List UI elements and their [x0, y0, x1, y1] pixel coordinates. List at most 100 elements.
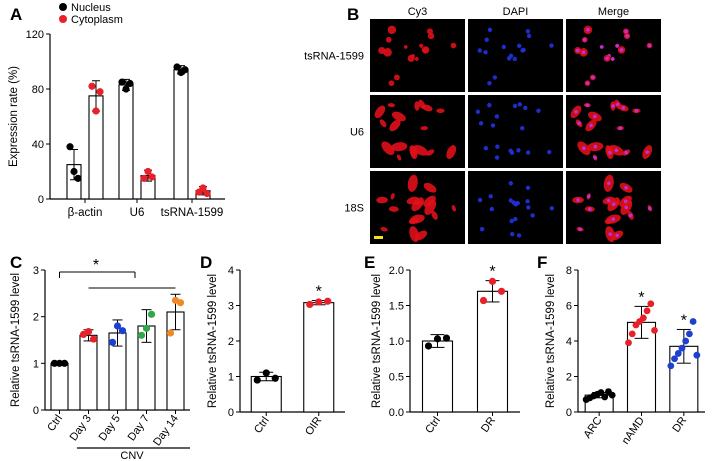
nucleus-signal — [525, 199, 530, 204]
cell-signal — [422, 104, 433, 112]
nucleus-signal — [512, 103, 518, 109]
x-tick-label: Ctrl — [423, 415, 443, 436]
cell-signal — [387, 103, 395, 108]
nucleus-signal — [588, 207, 592, 211]
cell-signal — [414, 230, 428, 241]
nucleus-signal — [615, 233, 619, 238]
y-tick-label: 8 — [566, 265, 572, 277]
cell-signal — [403, 45, 408, 49]
nucleus-signal — [475, 109, 481, 115]
bar — [476, 290, 509, 413]
nucleus-signal — [478, 121, 484, 126]
cell-signal — [413, 145, 428, 156]
micrograph-bg — [468, 19, 563, 92]
data-point — [55, 359, 64, 367]
cell-signal — [385, 36, 392, 43]
data-point — [628, 330, 636, 338]
nucleus-signal — [593, 155, 597, 160]
data-point — [84, 328, 93, 336]
bar — [303, 302, 335, 413]
y-tick-label: 40 — [32, 139, 44, 151]
panel-letter-e: E — [364, 253, 375, 272]
micrograph-bg — [468, 171, 563, 244]
y-tick-label: 0 — [38, 194, 44, 206]
nucleus-signal — [513, 202, 518, 207]
panel-d: 0 1 2 3 4 Relative tsRNA-1599 level Ctrl OIR * — [207, 265, 345, 438]
cell-signal — [426, 149, 435, 156]
x-tick-label: Day 5 — [97, 413, 123, 443]
y-tick-label: 0 — [228, 407, 234, 419]
significance-star: * — [316, 284, 322, 301]
panel-e: 0.0 0.5 1.0 1.5 2.0 Relative tsRNA-1599 level… — [371, 264, 520, 436]
nucleus-signal — [611, 104, 615, 108]
cell-signal — [421, 46, 430, 54]
legend-marker — [59, 15, 67, 23]
x-tick-label: Day 3 — [68, 413, 94, 443]
data-point — [253, 376, 261, 384]
data-point — [148, 173, 156, 181]
nucleus-signal — [477, 48, 482, 53]
nucleus-signal — [488, 194, 493, 199]
nucleus-signal — [477, 197, 483, 203]
data-point — [140, 174, 148, 182]
micrograph-tile — [468, 19, 563, 92]
bar — [118, 84, 134, 200]
y-tick-label: 0 — [566, 407, 572, 419]
data-point — [118, 327, 127, 335]
micrograph-tile — [370, 19, 465, 92]
nucleus-signal — [591, 75, 595, 80]
bar — [79, 334, 98, 411]
nucleus-signal — [517, 43, 522, 49]
data-point — [137, 331, 146, 339]
nucleus-signal — [606, 181, 611, 186]
cell-signal — [381, 141, 395, 156]
nucleus-signal — [624, 205, 629, 210]
data-point — [142, 324, 151, 332]
cell-signal — [379, 119, 387, 128]
y-axis-label: Relative tsRNA-1599 level — [10, 273, 22, 407]
y-axis-label: Relative tsRNA-1599 level — [545, 274, 557, 408]
y-axis-label: Relative tsRNA-1599 level — [371, 274, 383, 408]
legend-marker — [59, 3, 67, 11]
bar — [173, 69, 189, 200]
panel-letter-c: C — [10, 253, 22, 272]
data-point — [497, 287, 506, 295]
nucleus-signal — [508, 181, 513, 186]
cell-signal — [414, 57, 419, 61]
nucleus-signal — [516, 148, 521, 153]
y-tick-label: 2 — [228, 336, 234, 348]
nucleus-signal — [487, 102, 492, 108]
nucleus-signal — [599, 45, 604, 49]
micrograph-bg — [566, 19, 661, 92]
cell-signal — [451, 205, 456, 212]
cell-signal — [407, 174, 418, 192]
row-label: U6 — [350, 127, 364, 139]
nucleus-signal — [547, 149, 552, 155]
panel-letter-a: A — [10, 5, 22, 24]
data-point — [479, 296, 488, 305]
data-point — [92, 107, 100, 115]
nucleus-signal — [618, 126, 623, 130]
nucleus-signal — [623, 199, 628, 204]
panel-letter-f: F — [537, 253, 547, 272]
micrograph-bg — [370, 19, 465, 92]
y-tick-label: 2 — [566, 372, 572, 384]
cell-signal — [380, 227, 388, 232]
nucleus-signal — [508, 198, 513, 203]
y-tick-label: 0.5 — [389, 372, 404, 384]
micrograph-tile — [370, 171, 465, 244]
nucleus-signal — [581, 50, 586, 55]
cell-signal — [396, 154, 402, 161]
nucleus-signal — [624, 150, 628, 155]
data-point — [671, 355, 678, 363]
cell-signal — [388, 80, 395, 87]
x-tick-label: tsRNA-1599 — [161, 207, 224, 219]
y-tick-label: 3 — [33, 265, 39, 277]
nucleus-signal — [509, 150, 515, 155]
data-point — [126, 79, 134, 88]
cell-signal — [446, 145, 457, 159]
nucleus-signal — [606, 198, 611, 203]
data-point — [262, 369, 270, 377]
data-point — [315, 298, 323, 306]
nucleus-signal — [608, 232, 613, 236]
